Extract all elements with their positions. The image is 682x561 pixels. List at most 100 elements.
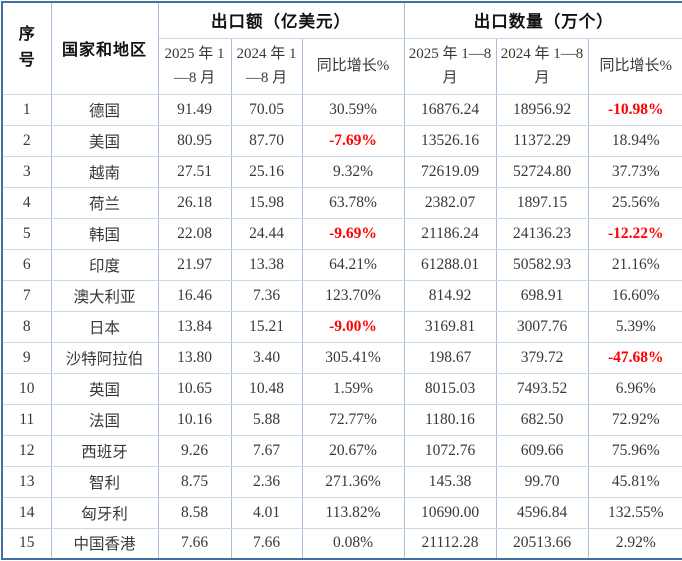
cell-qty-yoy: 21.16% <box>587 248 682 281</box>
cell-export-2024: 7.66 <box>230 527 303 560</box>
cell-qty-2024: 99.70 <box>495 465 589 498</box>
cell-qty-2024: 1897.15 <box>495 186 589 219</box>
cell-index: 4 <box>1 186 52 219</box>
cell-index: 2 <box>1 124 52 157</box>
cell-qty-2025: 8015.03 <box>403 372 497 405</box>
cell-qty-2024: 4596.84 <box>495 496 589 529</box>
cell-qty-yoy: 6.96% <box>587 372 682 405</box>
cell-qty-2025: 1072.76 <box>403 434 497 467</box>
cell-qty-2024: 7493.52 <box>495 372 589 405</box>
table-body: 1 德国 91.49 70.05 30.59% 16876.24 18956.92 -10.9… <box>1 93 682 560</box>
cell-country: 韩国 <box>50 217 159 250</box>
cell-export-yoy: 123.70% <box>301 279 405 312</box>
cell-export-2025: 21.97 <box>157 248 232 281</box>
cell-export-yoy: -9.69% <box>301 217 405 250</box>
cell-qty-2025: 198.67 <box>403 341 497 374</box>
cell-qty-2025: 13526.16 <box>403 124 497 157</box>
cell-country: 美国 <box>50 124 159 157</box>
cell-country: 日本 <box>50 310 159 343</box>
cell-qty-2024: 11372.29 <box>495 124 589 157</box>
table-row: 14 匈牙利 8.58 4.01 113.82% 10690.00 4596.84 132.5… <box>1 496 682 529</box>
header-value-2024: 2024 年 1—8 月 <box>230 37 303 95</box>
cell-export-2025: 16.46 <box>157 279 232 312</box>
cell-qty-2025: 21112.28 <box>403 527 497 560</box>
cell-export-2025: 27.51 <box>157 155 232 188</box>
cell-qty-yoy: 75.96% <box>587 434 682 467</box>
cell-export-2025: 7.66 <box>157 527 232 560</box>
cell-export-2024: 10.48 <box>230 372 303 405</box>
cell-export-2025: 8.58 <box>157 496 232 529</box>
cell-export-2025: 9.26 <box>157 434 232 467</box>
cell-qty-yoy: -47.68% <box>587 341 682 374</box>
header-qty-2024: 2024 年 1—8 月 <box>495 37 589 95</box>
cell-qty-yoy: 72.92% <box>587 403 682 436</box>
header-qty-yoy: 同比增长% <box>587 37 682 95</box>
cell-export-2024: 25.16 <box>230 155 303 188</box>
cell-country: 越南 <box>50 155 159 188</box>
cell-export-2025: 10.65 <box>157 372 232 405</box>
cell-export-yoy: 72.77% <box>301 403 405 436</box>
table-row: 12 西班牙 9.26 7.67 20.67% 1072.76 609.66 75.96% <box>1 434 682 467</box>
cell-country: 西班牙 <box>50 434 159 467</box>
cell-export-yoy: 0.08% <box>301 527 405 560</box>
cell-index: 3 <box>1 155 52 188</box>
cell-export-yoy: 9.32% <box>301 155 405 188</box>
cell-qty-2024: 698.91 <box>495 279 589 312</box>
cell-qty-2025: 16876.24 <box>403 93 497 126</box>
header-qty-2025: 2025 年 1—8 月 <box>403 37 497 95</box>
header-sub-row: 2025 年 1—8 月 2024 年 1—8 月 同比增长% 2025 年 1… <box>2 37 682 95</box>
cell-qty-yoy: -10.98% <box>587 93 682 126</box>
cell-qty-yoy: 2.92% <box>587 527 682 560</box>
cell-qty-2025: 61288.01 <box>403 248 497 281</box>
cell-qty-yoy: 5.39% <box>587 310 682 343</box>
table-row: 1 德国 91.49 70.05 30.59% 16876.24 18956.92 -10.9… <box>1 93 682 126</box>
table-row: 10 英国 10.65 10.48 1.59% 8015.03 7493.52 6.96% <box>1 372 682 405</box>
cell-export-2024: 24.44 <box>230 217 303 250</box>
table-row: 13 智利 8.75 2.36 271.36% 145.38 99.70 45.81% <box>1 465 682 498</box>
cell-qty-2024: 18956.92 <box>495 93 589 126</box>
cell-export-2025: 13.84 <box>157 310 232 343</box>
cell-index: 13 <box>1 465 52 498</box>
table-row: 6 印度 21.97 13.38 64.21% 61288.01 50582.93 21.16… <box>1 248 682 281</box>
header-index: 序号 <box>1 1 52 95</box>
cell-index: 9 <box>1 341 52 374</box>
cell-qty-yoy: 25.56% <box>587 186 682 219</box>
cell-export-yoy: -7.69% <box>301 124 405 157</box>
cell-qty-2024: 682.50 <box>495 403 589 436</box>
header-group-row: 序号 国家和地区 出口额（亿美元） 出口数量（万个） <box>1 1 682 95</box>
cell-qty-2025: 1180.16 <box>403 403 497 436</box>
cell-export-yoy: 1.59% <box>301 372 405 405</box>
cell-country: 沙特阿拉伯 <box>50 341 159 374</box>
cell-export-2025: 8.75 <box>157 465 232 498</box>
header-value-2025: 2025 年 1—8 月 <box>157 37 232 95</box>
table-header: 序号 国家和地区 出口额（亿美元） 出口数量（万个） 2025 年 1—8 月 … <box>1 1 682 95</box>
header-group-export-value: 出口额（亿美元） <box>157 1 405 39</box>
cell-index: 1 <box>1 93 52 126</box>
cell-qty-2024: 3007.76 <box>495 310 589 343</box>
header-group-export-qty: 出口数量（万个） <box>403 1 682 39</box>
header-country: 国家和地区 <box>50 1 159 95</box>
cell-export-2024: 87.70 <box>230 124 303 157</box>
cell-qty-yoy: 18.94% <box>587 124 682 157</box>
cell-export-2024: 15.98 <box>230 186 303 219</box>
cell-export-yoy: 30.59% <box>301 93 405 126</box>
cell-qty-yoy: 16.60% <box>587 279 682 312</box>
cell-qty-yoy: -12.22% <box>587 217 682 250</box>
cell-export-yoy: 305.41% <box>301 341 405 374</box>
cell-country: 法国 <box>50 403 159 436</box>
cell-export-yoy: 63.78% <box>301 186 405 219</box>
cell-export-2024: 7.36 <box>230 279 303 312</box>
table-row: 15 中国香港 7.66 7.66 0.08% 21112.28 20513.66 2.92% <box>1 527 682 560</box>
cell-country: 印度 <box>50 248 159 281</box>
cell-export-2024: 3.40 <box>230 341 303 374</box>
cell-export-2024: 13.38 <box>230 248 303 281</box>
cell-qty-yoy: 132.55% <box>587 496 682 529</box>
cell-country: 匈牙利 <box>50 496 159 529</box>
cell-country: 英国 <box>50 372 159 405</box>
cell-country: 智利 <box>50 465 159 498</box>
table-row: 4 荷兰 26.18 15.98 63.78% 2382.07 1897.15 25.56% <box>1 186 682 219</box>
cell-index: 8 <box>1 310 52 343</box>
cell-index: 11 <box>1 403 52 436</box>
table-row: 9 沙特阿拉伯 13.80 3.40 305.41% 198.67 379.72 -47.68… <box>1 341 682 374</box>
